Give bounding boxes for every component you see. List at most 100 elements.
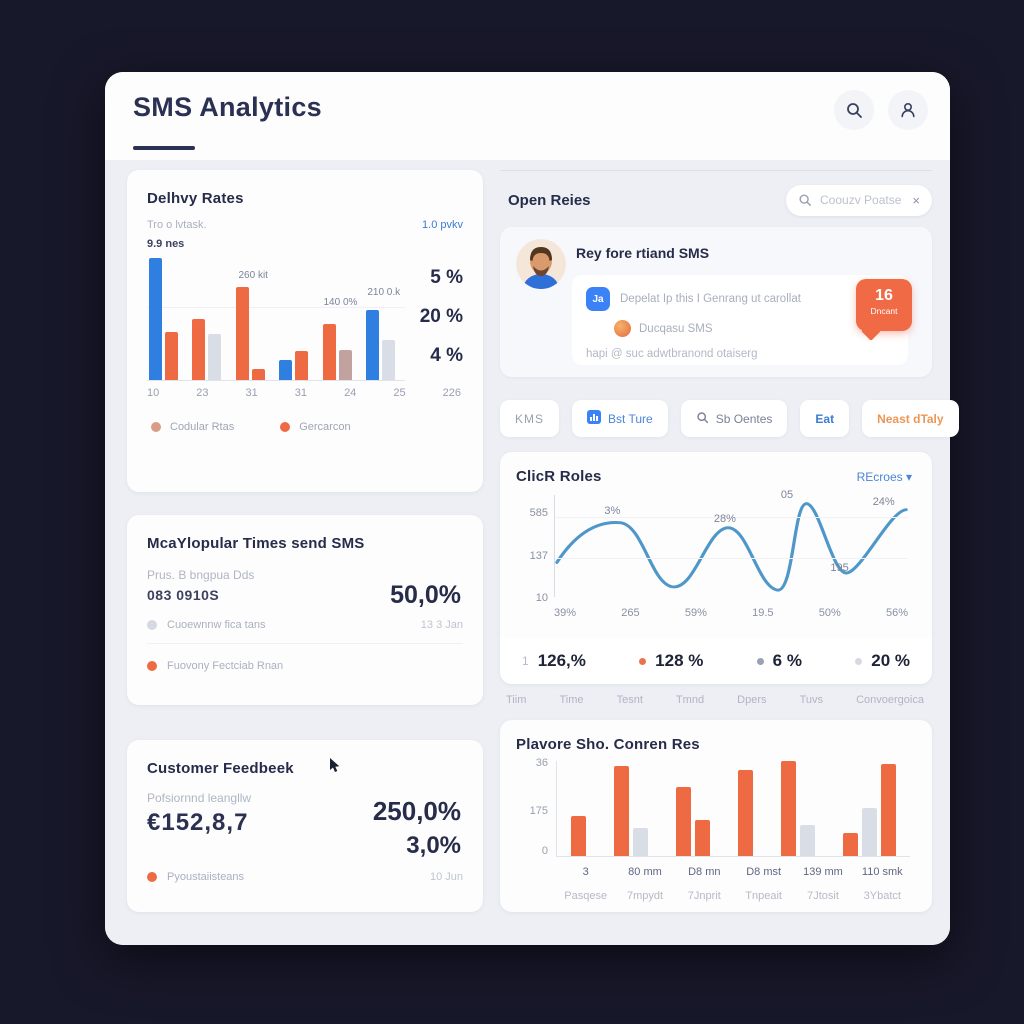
bar-group [279,258,309,380]
app-icon: Ja [586,287,610,311]
popular-card-title: McaYlopular Times send SMS [147,535,365,552]
action-button-sb-oentes[interactable]: Sb Oentes [680,400,788,437]
button-label: Eat [815,411,835,426]
x-axis-label: 226 [442,387,461,399]
feedback-value-1: 250,0% [372,796,461,826]
stat-value: 126,% [537,651,586,670]
feedback-subtitle: Pofsiornnd leangllw [147,791,252,805]
click-rates-title: ClicR Roles [516,468,602,485]
bar-value-label: 260 kit [238,270,268,282]
x-axis-label: 19.5 [752,607,774,619]
x-axis-sublabel: 7mpydt [626,890,664,902]
y-axis-label: 137 [529,550,548,562]
x-axis-label: 59% [684,607,707,619]
y-axis-label: 36 [535,757,548,769]
legend-item: Codular Rtas [151,421,234,433]
action-button-eat[interactable]: Eat [800,400,850,437]
message-content-box: Ja Depelat Ip this I Genrang ut carollat… [572,275,908,365]
x-axis-label: D8 mst [746,866,782,878]
x-axis-label: 39% [554,607,577,619]
message-line-1: Depelat Ip this I Genrang ut carollat [620,293,801,305]
chart-bar [381,339,395,380]
data-point-label: 195 [830,562,849,575]
stat-value: 128 % [655,651,704,670]
x-axis-label: 31 [294,387,308,399]
user-icon [901,102,915,118]
button-label: Bst Ture [608,411,653,426]
search-field[interactable]: Coouzv Poatse × [786,184,932,216]
delivery-period-link[interactable]: 1.0 pvkv [422,219,463,231]
feedback-date: 10 Jun [429,871,463,883]
avatar [516,239,566,289]
bar-group [676,761,710,856]
chart-bar [165,332,178,380]
button-label: KMS [515,411,545,426]
delivery-rates-card: Delhvy Rates Tro o lvtask. 1.0 pvkv 9.9 … [127,170,483,492]
list-item-label: Cuoewnnw fica tans [167,619,266,631]
chart-bar [614,765,629,856]
metric-label: Tmnd [675,694,705,706]
clear-search-icon[interactable]: × [912,192,920,208]
row-divider [147,643,463,644]
x-axis-label: 265 [621,607,640,619]
metric-label: Tiim [506,694,527,706]
metric-label: Tesnt [616,694,643,706]
bar-group [192,258,222,380]
message-line-3: hapi @ suc adwtbranond otaiserg [586,348,758,360]
legend-dot [147,661,157,671]
chart-bar [843,833,858,856]
sms-icon [614,320,631,337]
x-axis-label: 31 [245,387,258,399]
chart-bar [251,369,265,380]
chart-bar [881,763,896,856]
profile-button[interactable] [888,90,928,130]
popular-code: 083 0910S [147,587,220,603]
button-label: Neast dTaly [877,411,944,426]
metric-label: Time [559,694,584,706]
list-item: Cuoewnnw fica tans 13 3 Jan [147,619,463,631]
data-point-label: 3% [604,505,621,518]
bar-value-label: 140 0% [323,297,358,309]
section-divider [500,170,932,171]
delivery-bar-chart: 260 kit 140 0% 210 0.k [147,258,405,381]
metric-labels-row: Tiim Time Tesnt Tmnd Dpers Tuvs Convoergoica [500,694,932,706]
data-point-label: 24% [872,496,895,509]
search-icon [696,411,709,427]
page-title: SMS Analytics [133,92,322,122]
chart-bar [149,258,162,380]
click-line-chart: 585 137 10 3% 28% 05 24% 195 39% 265 59% 19.5 50% 5… [516,489,912,619]
x-axis-label: 110 smk [861,866,903,878]
data-point-label: 28% [713,513,736,526]
range-dropdown[interactable]: REcroes ▾ [856,469,912,484]
delivery-side-value: 20 % [419,305,463,327]
list-item-date: 13 3 Jan [420,619,463,631]
popular-value: 50,0% [390,581,461,609]
x-axis-sublabel: 7Jtosit [807,890,839,902]
badge-label: Dncant [870,306,898,316]
bar-group: 140 0% [322,258,357,380]
x-axis-sublabel: 3Ybatct [863,890,901,902]
stat-dot [639,657,647,665]
popular-times-card: McaYlopular Times send SMS Prus. B bngpu… [127,515,483,705]
bar-group [781,761,815,856]
bar-group [571,761,586,856]
delivery-y-label: 9.9 nes [147,238,185,250]
gridline [147,306,405,308]
action-button-kms[interactable]: KMS [500,400,560,437]
header-actions [834,90,928,130]
chart-bar [695,819,710,856]
chart-bar [322,323,336,380]
legend-dot [147,620,157,630]
click-x-axis: 39% 265 59% 19.5 50% 56% [554,607,908,619]
search-button[interactable] [834,90,874,130]
action-button-bst-ture[interactable]: Bst Ture [572,400,668,437]
stat-value: 6 % [772,651,802,670]
action-button-neast-dtaly[interactable]: Neast dTaly [862,400,959,437]
dashboard-body: Delhvy Rates Tro o lvtask. 1.0 pvkv 9.9 … [105,160,959,945]
conversion-bar-chart: 36 175 0 [516,757,912,857]
stat-prefix: 1 [522,654,529,668]
search-placeholder: Coouzv Poatse [820,193,902,207]
delivery-subtitle: Tro o lvtask. [147,219,207,231]
y-axis-label: 175 [529,805,548,817]
chart-bar [571,816,586,856]
